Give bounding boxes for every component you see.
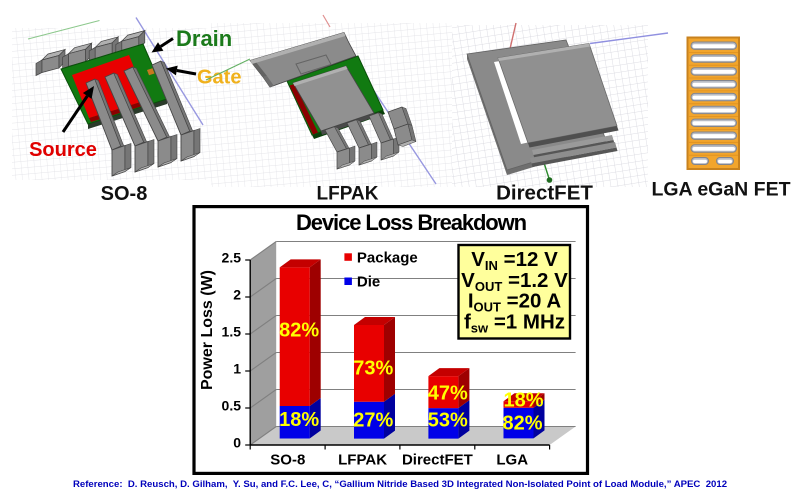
svg-text:LFPAK: LFPAK (317, 184, 379, 205)
svg-text:Die: Die (357, 274, 380, 291)
svg-text:47%: 47% (428, 383, 468, 405)
svg-text:18%: 18% (503, 390, 543, 412)
svg-text:1: 1 (233, 360, 241, 376)
svg-text:LFPAK: LFPAK (338, 452, 387, 469)
svg-text:0: 0 (233, 434, 241, 450)
svg-text:1.5: 1.5 (222, 323, 242, 339)
svg-text:Reference: D. Reusch, D. Gilh: Reference: D. Reusch, D. Gilham, Y. Su, … (73, 479, 727, 490)
svg-text:53%: 53% (428, 410, 468, 432)
svg-text:Gate: Gate (197, 67, 241, 89)
svg-text:0.5: 0.5 (222, 397, 242, 413)
svg-text:Device Loss Breakdown: Device Loss Breakdown (296, 210, 527, 235)
svg-text:Source: Source (29, 139, 97, 161)
svg-text:82%: 82% (502, 413, 542, 435)
svg-text:Power Loss (W): Power Loss (W) (199, 270, 216, 390)
svg-text:82%: 82% (279, 320, 319, 342)
svg-text:73%: 73% (353, 358, 393, 380)
svg-text:LGA: LGA (496, 452, 528, 469)
svg-text:27%: 27% (353, 410, 393, 432)
svg-text:Package: Package (357, 249, 418, 266)
svg-text:2: 2 (233, 286, 241, 302)
svg-text:VOUT =1.2 V: VOUT =1.2 V (461, 269, 568, 294)
svg-text:LGA eGaN FET: LGA eGaN FET (651, 179, 790, 201)
svg-text:18%: 18% (279, 409, 319, 431)
svg-text:SO-8: SO-8 (270, 452, 305, 469)
svg-text:SO-8: SO-8 (101, 183, 148, 205)
svg-text:Drain: Drain (176, 26, 232, 51)
svg-text:DirectFET: DirectFET (402, 452, 473, 469)
svg-text:DirectFET: DirectFET (496, 182, 593, 205)
svg-text:2.5: 2.5 (222, 249, 242, 265)
